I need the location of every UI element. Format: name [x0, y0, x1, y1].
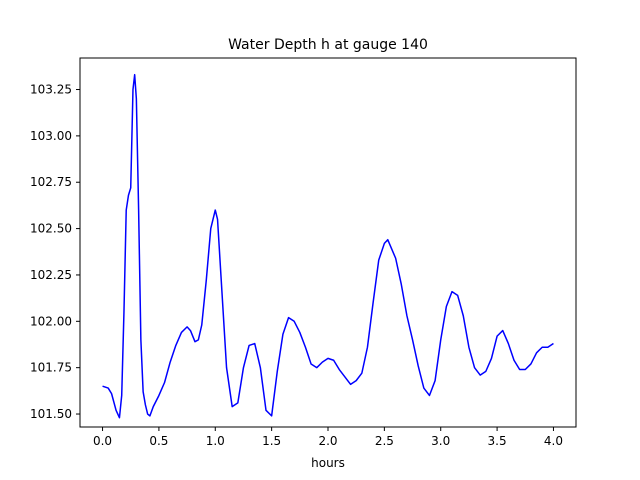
- y-tick-label: 102.75: [30, 175, 72, 189]
- x-tick-label: 4.0: [544, 434, 563, 448]
- y-tick-label: 101.75: [30, 361, 72, 375]
- y-tick-label: 102.25: [30, 268, 72, 282]
- x-tick-label: 0.0: [93, 434, 112, 448]
- y-tick-label: 101.50: [30, 407, 72, 421]
- y-tick-label: 102.50: [30, 222, 72, 236]
- y-tick-label: 103.25: [30, 83, 72, 97]
- x-tick-label: 1.0: [206, 434, 225, 448]
- x-tick-label: 0.5: [149, 434, 168, 448]
- series-line: [102, 73, 554, 419]
- x-tick-label: 2.5: [375, 434, 394, 448]
- y-axis: 101.50 101.75 102.00 102.25 102.50 102.75 103.…: [30, 83, 80, 421]
- axes-frame: [79, 57, 577, 428]
- x-tick-label: 3.0: [431, 434, 450, 448]
- x-tick-label: 1.5: [262, 434, 281, 448]
- y-tick-label: 102.00: [30, 314, 72, 328]
- plot-area: [102, 73, 554, 419]
- x-axis: 0.0 0.5 1.0 1.5 2.0 2.5 3.0 3.5 4.0: [93, 427, 563, 448]
- y-tick-label: 103.00: [30, 129, 72, 143]
- chart-title: Water Depth h at gauge 140: [228, 37, 428, 53]
- x-tick-label: 2.0: [318, 434, 337, 448]
- x-tick-label: 3.5: [488, 434, 507, 448]
- x-axis-label: hours: [311, 456, 345, 470]
